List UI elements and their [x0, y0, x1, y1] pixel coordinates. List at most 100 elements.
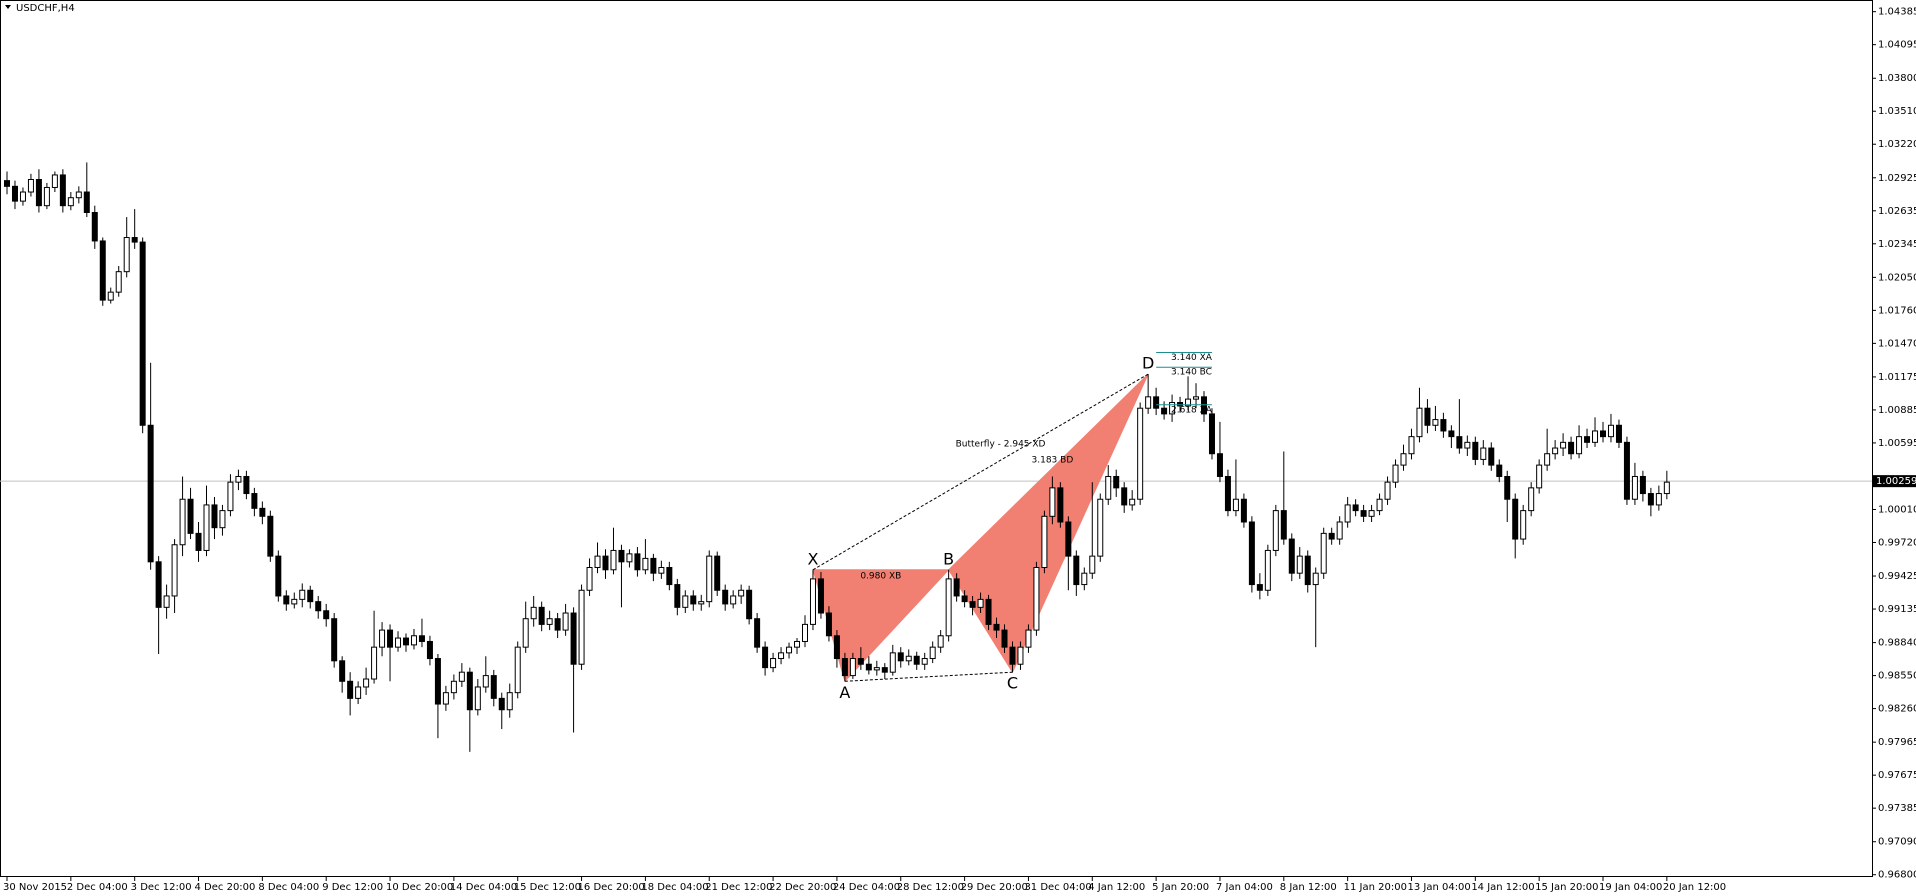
- candle-body: [913, 655, 920, 665]
- candle-body: [323, 610, 330, 620]
- y-tick-label: 1.02050: [1878, 272, 1916, 283]
- candle-body: [203, 504, 210, 551]
- candle-body: [650, 557, 657, 574]
- y-tick-label: 0.99425: [1878, 571, 1916, 582]
- candle-body: [1416, 407, 1423, 438]
- x-tick-label: 14 Jan 12:00: [1471, 882, 1534, 893]
- candle-body: [195, 532, 202, 551]
- candle-body: [1456, 436, 1463, 449]
- candle-body: [1224, 475, 1231, 512]
- candle-body: [634, 553, 641, 571]
- candle-body: [43, 186, 50, 207]
- menu-arrow[interactable]: [5, 5, 11, 9]
- candle-body: [11, 185, 18, 202]
- candle-body: [993, 623, 1000, 631]
- y-tick-label: 1.02925: [1878, 173, 1916, 184]
- y-tick-label: 0.99135: [1878, 604, 1916, 615]
- candle-body: [746, 589, 753, 620]
- candle-body: [307, 589, 314, 603]
- x-tick-label: 15 Jan 20:00: [1535, 882, 1598, 893]
- x-tick-label: 21 Dec 12:00: [705, 882, 772, 893]
- candle-body: [1615, 424, 1622, 443]
- pattern-name: Butterfly - 2.945 XD: [956, 439, 1046, 449]
- candle-body: [1592, 430, 1599, 443]
- x-tick-label: 11 Jan 20:00: [1344, 882, 1407, 893]
- candle-body: [1105, 475, 1112, 500]
- candle-body: [1480, 447, 1487, 460]
- candle-body: [802, 623, 808, 642]
- candle-body: [19, 191, 26, 202]
- candle-body: [881, 667, 888, 673]
- candle-body: [1041, 515, 1048, 569]
- candle-body: [395, 637, 402, 648]
- pattern-dashed-line: [844, 671, 1013, 682]
- candle-body: [379, 629, 386, 648]
- candle-body: [490, 675, 497, 699]
- candle-body: [27, 179, 34, 193]
- candle-body: [1544, 453, 1551, 466]
- candle-body: [985, 598, 992, 625]
- candle-body: [450, 680, 457, 694]
- candle-body: [833, 635, 840, 660]
- candle-body: [961, 595, 968, 603]
- candle-body: [211, 504, 218, 529]
- candle-body: [1408, 436, 1415, 455]
- candle-body: [1248, 521, 1255, 586]
- candle-body: [1663, 481, 1670, 495]
- pattern-ratio: 0.980 XB: [860, 571, 901, 581]
- candle-body: [403, 637, 409, 646]
- x-tick-label: 9 Dec 12:00: [322, 882, 383, 893]
- candle-body: [123, 237, 130, 273]
- candle-body: [458, 671, 465, 682]
- candle-body: [1655, 493, 1662, 506]
- candle-body: [1607, 424, 1614, 438]
- candle-body: [873, 667, 880, 671]
- candle-body: [75, 191, 82, 199]
- candle-body: [1177, 402, 1184, 407]
- candle-body: [115, 271, 122, 293]
- candle-body: [921, 658, 928, 665]
- candle-body: [1201, 396, 1207, 415]
- candle-body: [530, 606, 537, 620]
- candle-body: [562, 612, 569, 631]
- candle-body: [466, 671, 473, 711]
- candle-body: [1360, 510, 1367, 517]
- candle-body: [905, 655, 912, 662]
- candle-body: [897, 652, 904, 662]
- pattern-level-label: 2.618 XA: [1171, 405, 1213, 415]
- candle-body: [1113, 475, 1120, 489]
- candle-body: [514, 646, 521, 694]
- y-tick-label: 1.02345: [1878, 239, 1916, 250]
- y-tick-label: 1.04385: [1878, 7, 1916, 18]
- y-tick-label: 0.98840: [1878, 638, 1916, 649]
- x-tick-label: 10 Dec 20:00: [386, 882, 453, 893]
- candle-body: [171, 544, 178, 597]
- candle-body: [849, 658, 856, 677]
- candle-body: [690, 595, 697, 605]
- candle-body: [371, 646, 378, 680]
- candle-body: [714, 555, 721, 591]
- candle-body: [1520, 510, 1527, 540]
- candle-body: [243, 475, 250, 495]
- candle-body: [251, 493, 258, 509]
- candle-body: [602, 555, 609, 571]
- x-tick-label: 8 Jan 12:00: [1280, 882, 1337, 893]
- candle-body: [1025, 629, 1032, 648]
- candle-body: [626, 553, 633, 563]
- x-tick-label: 4 Dec 20:00: [195, 882, 256, 893]
- y-tick-label: 1.01470: [1878, 338, 1916, 349]
- x-tick-label: 2 Dec 04:00: [67, 882, 128, 893]
- candle-body: [1057, 487, 1064, 523]
- candle-body: [163, 595, 170, 608]
- candle-body: [355, 686, 362, 699]
- y-tick-label: 1.00595: [1878, 438, 1916, 449]
- x-tick-label: 4 Jan 12:00: [1088, 882, 1145, 893]
- candle-body: [1440, 419, 1447, 432]
- x-tick-label: 18 Dec 04:00: [641, 882, 708, 893]
- candle-body: [259, 507, 266, 517]
- last-price-label: 1.00259: [1876, 476, 1916, 487]
- candle-body: [1400, 453, 1407, 466]
- candle-body: [953, 578, 960, 597]
- candle-body: [131, 237, 138, 243]
